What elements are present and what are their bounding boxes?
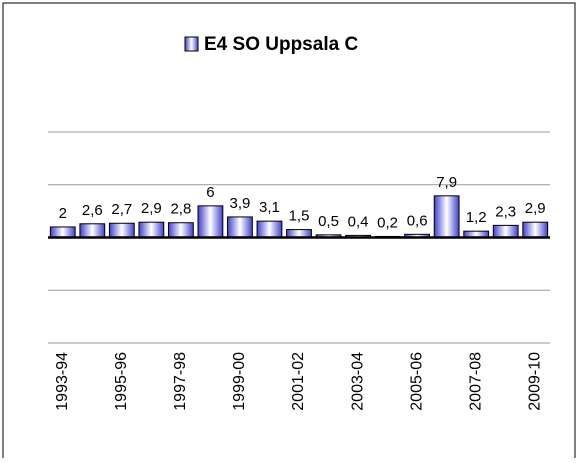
bar — [79, 223, 106, 239]
legend-swatch — [184, 36, 199, 52]
data-label: 0,4 — [348, 213, 369, 230]
data-label: 1,5 — [289, 208, 310, 225]
x-tick-label: 1999-00 — [231, 352, 248, 411]
data-label: 2,9 — [525, 200, 546, 217]
data-label: 0,6 — [407, 212, 428, 229]
bar — [49, 226, 76, 238]
data-label: 2,9 — [141, 200, 162, 217]
x-tick-label: 1995-96 — [113, 352, 130, 411]
bar — [492, 224, 519, 238]
data-label: 2,6 — [82, 202, 103, 219]
data-label: 1,2 — [466, 209, 487, 226]
bar — [138, 221, 165, 238]
bar — [256, 220, 283, 239]
x-tick-label: 2007-08 — [467, 352, 484, 411]
x-tick-label: 2003-04 — [349, 352, 366, 411]
data-label: 3,1 — [259, 199, 280, 216]
legend-label: E4 SO Uppsala C — [204, 34, 358, 55]
x-tick-label: 1993-94 — [54, 352, 71, 411]
bar — [522, 221, 549, 238]
data-label: 0,2 — [377, 214, 398, 231]
data-label: 6 — [206, 184, 214, 201]
bar — [108, 222, 135, 239]
bar — [197, 205, 224, 239]
data-label: 7,9 — [436, 174, 457, 191]
data-label: 0,5 — [318, 213, 339, 230]
data-label: 3,9 — [230, 195, 251, 212]
data-label: 2,8 — [170, 201, 191, 218]
data-label: 2,3 — [495, 203, 516, 220]
bar — [167, 222, 194, 238]
x-tick-label: 2005-06 — [408, 352, 425, 411]
data-label: 2 — [59, 205, 67, 222]
x-tick-label: 2001-02 — [290, 352, 307, 411]
bar — [227, 216, 253, 239]
data-label: 2,7 — [111, 201, 132, 218]
x-tick-label: 1997-98 — [172, 352, 189, 411]
bar — [433, 195, 460, 238]
x-tick-label: 2009-10 — [526, 352, 543, 411]
